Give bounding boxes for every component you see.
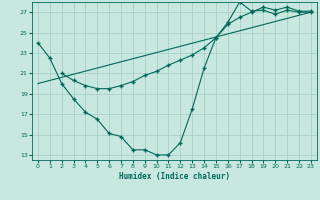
X-axis label: Humidex (Indice chaleur): Humidex (Indice chaleur) (119, 172, 230, 181)
